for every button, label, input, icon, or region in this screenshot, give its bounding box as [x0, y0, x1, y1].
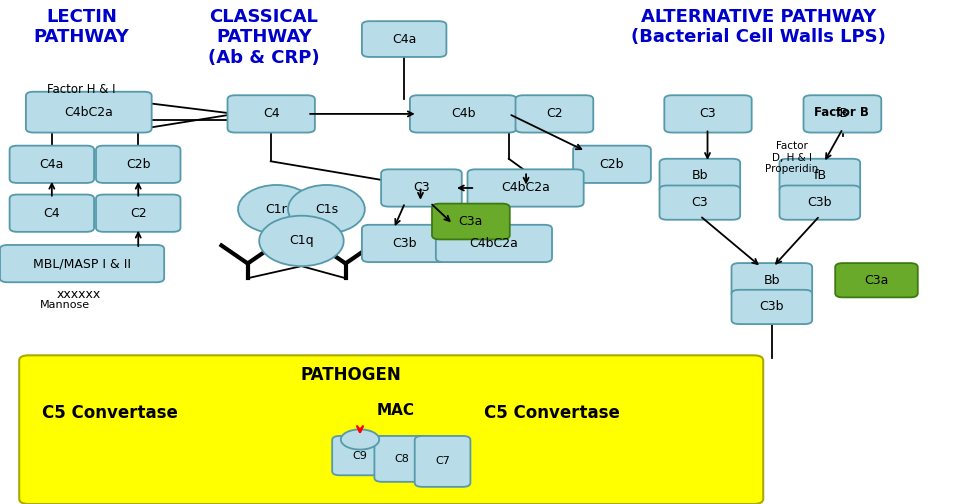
- Text: Factor B: Factor B: [813, 106, 869, 119]
- Text: C5 Convertase: C5 Convertase: [42, 404, 179, 422]
- Text: C4bC2a: C4bC2a: [469, 237, 518, 250]
- Text: xxxxxx: xxxxxx: [57, 288, 101, 301]
- Text: C4a: C4a: [39, 158, 64, 171]
- FancyBboxPatch shape: [228, 95, 315, 133]
- Circle shape: [341, 429, 379, 450]
- FancyBboxPatch shape: [660, 159, 740, 193]
- FancyBboxPatch shape: [664, 95, 752, 133]
- FancyBboxPatch shape: [374, 436, 430, 482]
- Text: CLASSICAL
PATHWAY
(Ab & CRP): CLASSICAL PATHWAY (Ab & CRP): [208, 8, 320, 67]
- FancyBboxPatch shape: [415, 436, 470, 487]
- FancyBboxPatch shape: [432, 204, 510, 239]
- FancyBboxPatch shape: [804, 95, 881, 133]
- Text: C2: C2: [130, 207, 147, 220]
- FancyBboxPatch shape: [10, 195, 94, 232]
- FancyBboxPatch shape: [835, 263, 918, 297]
- FancyBboxPatch shape: [0, 245, 164, 282]
- FancyBboxPatch shape: [332, 436, 388, 475]
- Text: C4a: C4a: [392, 33, 417, 45]
- Text: C3: C3: [691, 196, 708, 209]
- Ellipse shape: [259, 216, 344, 266]
- Text: C2b: C2b: [600, 158, 624, 171]
- Text: fB: fB: [836, 107, 849, 120]
- Text: MBL/MASP I & II: MBL/MASP I & II: [33, 257, 132, 270]
- Text: C3: C3: [413, 181, 430, 195]
- Text: C9: C9: [352, 451, 368, 461]
- Text: C3a: C3a: [864, 274, 889, 287]
- Text: C4: C4: [263, 107, 279, 120]
- Text: Factor
D, H & I
Properidin: Factor D, H & I Properidin: [765, 141, 819, 174]
- Text: fB: fB: [813, 169, 827, 182]
- Text: PATHOGEN: PATHOGEN: [300, 366, 400, 385]
- Text: C4: C4: [43, 207, 60, 220]
- Text: C1r: C1r: [266, 203, 287, 216]
- Text: C7: C7: [435, 457, 450, 466]
- Text: Factor H & I: Factor H & I: [47, 83, 116, 96]
- FancyBboxPatch shape: [732, 263, 812, 297]
- Text: C2: C2: [546, 107, 563, 120]
- FancyBboxPatch shape: [573, 146, 651, 183]
- Text: C3: C3: [700, 107, 716, 120]
- Ellipse shape: [288, 185, 365, 233]
- FancyBboxPatch shape: [410, 95, 516, 133]
- Text: C3a: C3a: [459, 215, 483, 228]
- FancyBboxPatch shape: [362, 225, 446, 262]
- Text: C5 Convertase: C5 Convertase: [484, 404, 620, 422]
- FancyBboxPatch shape: [96, 146, 180, 183]
- Text: C2b: C2b: [126, 158, 151, 171]
- FancyBboxPatch shape: [26, 92, 152, 133]
- Text: C4b: C4b: [451, 107, 475, 120]
- Text: Mannose: Mannose: [40, 300, 90, 310]
- Text: C3b: C3b: [392, 237, 417, 250]
- FancyBboxPatch shape: [660, 185, 740, 220]
- Text: C4bC2a: C4bC2a: [501, 181, 550, 195]
- Text: Bb: Bb: [763, 274, 780, 287]
- Text: LECTIN
PATHWAY: LECTIN PATHWAY: [34, 8, 130, 46]
- Text: Bb: Bb: [691, 169, 708, 182]
- FancyBboxPatch shape: [381, 169, 462, 207]
- Text: C4bC2a: C4bC2a: [64, 106, 113, 118]
- FancyBboxPatch shape: [516, 95, 593, 133]
- FancyBboxPatch shape: [10, 146, 94, 183]
- FancyBboxPatch shape: [780, 185, 860, 220]
- Text: ALTERNATIVE PATHWAY
(Bacterial Cell Walls LPS): ALTERNATIVE PATHWAY (Bacterial Cell Wall…: [631, 8, 886, 46]
- FancyBboxPatch shape: [362, 21, 446, 57]
- FancyBboxPatch shape: [19, 355, 763, 504]
- FancyBboxPatch shape: [732, 290, 812, 324]
- FancyBboxPatch shape: [780, 159, 860, 193]
- Text: C3b: C3b: [807, 196, 832, 209]
- Text: C1s: C1s: [315, 203, 338, 216]
- Text: C3b: C3b: [759, 300, 784, 313]
- FancyBboxPatch shape: [96, 195, 180, 232]
- FancyBboxPatch shape: [436, 225, 552, 262]
- Text: MAC: MAC: [376, 403, 415, 418]
- Text: C1q: C1q: [289, 234, 314, 247]
- FancyBboxPatch shape: [468, 169, 584, 207]
- Ellipse shape: [238, 185, 315, 233]
- Text: C8: C8: [395, 454, 410, 464]
